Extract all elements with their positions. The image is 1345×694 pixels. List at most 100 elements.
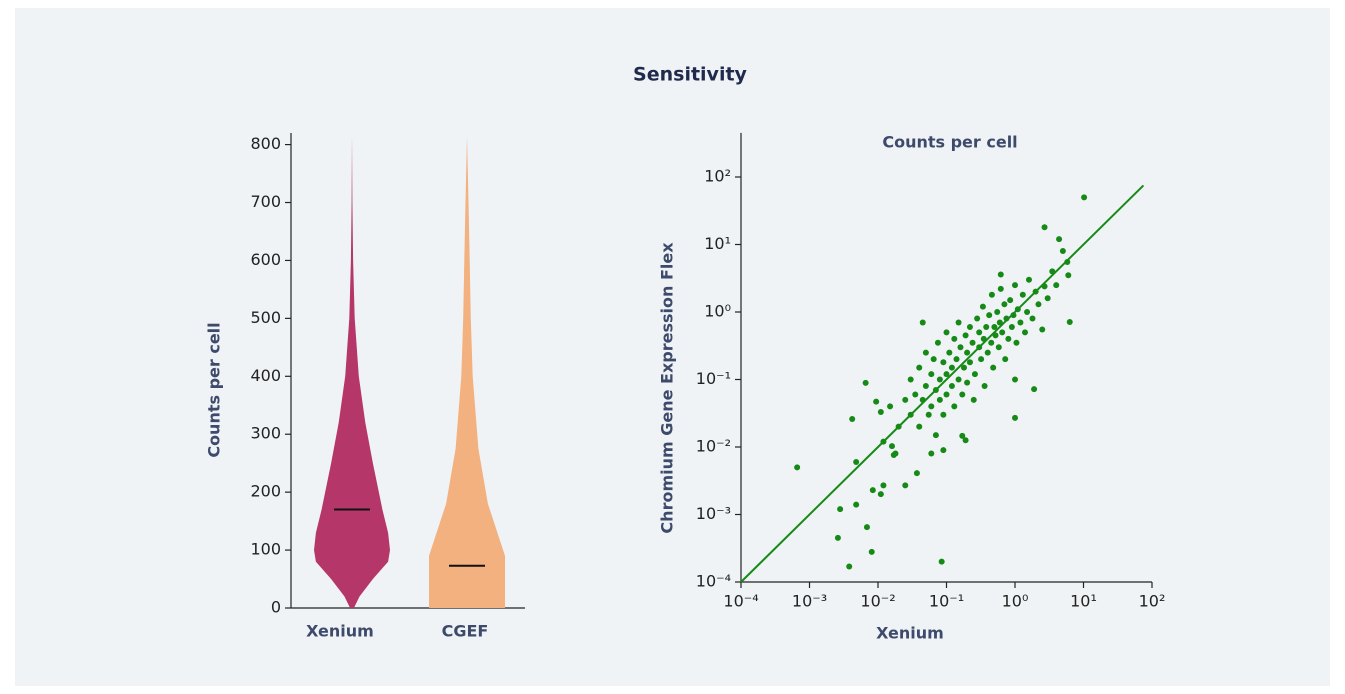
- point: [999, 329, 1006, 336]
- point: [946, 349, 953, 356]
- point: [966, 359, 973, 366]
- point: [1008, 323, 1015, 330]
- point: [1053, 282, 1060, 289]
- x-axis-label: Xenium: [876, 624, 944, 643]
- point: [934, 339, 941, 346]
- point: [990, 364, 997, 371]
- y-tick-label: 10²: [704, 167, 731, 186]
- x-tick-label: 10⁰: [1002, 592, 1029, 611]
- point: [969, 339, 976, 346]
- y-tick-label: 300: [250, 424, 281, 443]
- point: [960, 364, 967, 371]
- point: [837, 506, 844, 513]
- point: [983, 323, 990, 330]
- x-tick-label: 10⁻⁴: [723, 592, 758, 611]
- x-tick-label: Xenium: [306, 622, 374, 641]
- point: [988, 291, 995, 298]
- point: [995, 344, 1002, 351]
- point: [1056, 236, 1063, 243]
- x-tick-label: 10²: [1139, 592, 1166, 611]
- point: [1081, 194, 1088, 201]
- point: [962, 332, 969, 339]
- point: [951, 403, 958, 410]
- point: [979, 303, 986, 310]
- point: [913, 470, 920, 477]
- point: [1066, 319, 1073, 326]
- point: [916, 364, 923, 371]
- point: [1035, 301, 1042, 308]
- y-tick-label: 800: [250, 134, 281, 153]
- x-tick-label: 10⁻³: [792, 592, 827, 611]
- point: [997, 285, 1004, 292]
- page-title: Sensitivity: [633, 64, 747, 86]
- point: [846, 563, 853, 570]
- point: [943, 391, 950, 398]
- point: [970, 396, 977, 403]
- point: [1022, 329, 1029, 336]
- y-tick-label: 10⁻²: [696, 437, 731, 456]
- point: [1041, 283, 1048, 290]
- fit-line: [740, 184, 1145, 583]
- point: [928, 371, 935, 378]
- y-tick-label: 0: [271, 598, 281, 617]
- point: [959, 432, 966, 439]
- y-tick-label: 600: [250, 250, 281, 269]
- point: [1032, 288, 1039, 295]
- point: [853, 458, 860, 465]
- point: [948, 364, 955, 371]
- point: [862, 379, 869, 386]
- point: [940, 411, 947, 418]
- point: [880, 482, 887, 489]
- point: [994, 309, 1001, 315]
- point: [1010, 312, 1017, 319]
- point: [978, 356, 985, 363]
- point: [964, 379, 971, 386]
- point: [971, 371, 978, 378]
- x-tick-label: 10⁻¹: [929, 592, 964, 611]
- point: [1039, 326, 1046, 333]
- point: [902, 482, 909, 489]
- point: [932, 432, 939, 439]
- point: [936, 396, 943, 403]
- point: [922, 383, 929, 390]
- point: [880, 438, 887, 445]
- point: [943, 371, 950, 378]
- point: [964, 349, 971, 356]
- point: [976, 329, 983, 336]
- y-tick-label: 10¹: [704, 234, 731, 253]
- x-tick-label: CGEF: [442, 622, 489, 641]
- point: [1017, 319, 1024, 326]
- point: [887, 403, 894, 410]
- point: [873, 398, 880, 405]
- point: [959, 391, 966, 398]
- point: [907, 411, 914, 418]
- x-tick-label: 10¹: [1070, 592, 1097, 611]
- point: [932, 386, 939, 393]
- point: [1007, 297, 1014, 304]
- point: [1049, 268, 1056, 275]
- point: [1065, 272, 1072, 279]
- y-tick-label: 500: [250, 308, 281, 327]
- y-tick-label: 400: [250, 366, 281, 385]
- point: [962, 437, 969, 444]
- point: [907, 376, 914, 383]
- point: [919, 396, 926, 403]
- panel: [15, 8, 1330, 686]
- point: [1044, 295, 1051, 302]
- point: [976, 344, 983, 351]
- point: [1012, 376, 1018, 383]
- point: [951, 335, 958, 342]
- y-tick-label: 10⁻¹: [696, 369, 731, 388]
- point: [853, 501, 860, 508]
- point: [996, 319, 1003, 326]
- point: [986, 312, 993, 319]
- point: [955, 376, 962, 383]
- point: [1002, 356, 1009, 363]
- point: [863, 524, 870, 531]
- point: [1013, 339, 1020, 346]
- point: [888, 443, 895, 450]
- point: [984, 349, 991, 356]
- point: [912, 391, 919, 398]
- point: [1024, 309, 1031, 315]
